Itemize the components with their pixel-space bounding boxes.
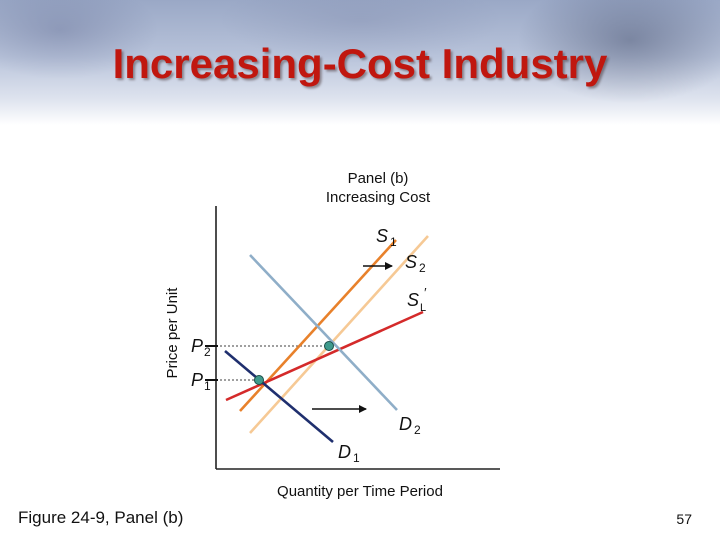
demand-curve-d2 (249, 254, 398, 411)
figure-caption: Figure 24-9, Panel (b) (18, 508, 184, 527)
slide-title: Increasing-Cost Industry (112, 40, 608, 87)
equilibrium-point-2 (324, 341, 334, 351)
y-axis-label: Price per Unit (164, 287, 181, 379)
title-banner (0, 0, 720, 125)
long-run-supply-curve (225, 310, 424, 402)
demand-curve-d1 (224, 350, 334, 443)
slide-number: 57 (676, 511, 692, 527)
supply-curve-s2 (249, 235, 429, 434)
panel-subtitle: Increasing Cost (326, 189, 431, 206)
equilibrium-point-1 (254, 375, 264, 385)
banner-photo-background (0, 0, 720, 125)
sl-label: SL′ (407, 285, 427, 314)
p2-label: P2 (191, 336, 211, 359)
p1-label: P1 (191, 370, 211, 393)
x-axis-label: Quantity per Time Period (277, 483, 443, 500)
panel-label: Panel (b) (348, 170, 409, 187)
